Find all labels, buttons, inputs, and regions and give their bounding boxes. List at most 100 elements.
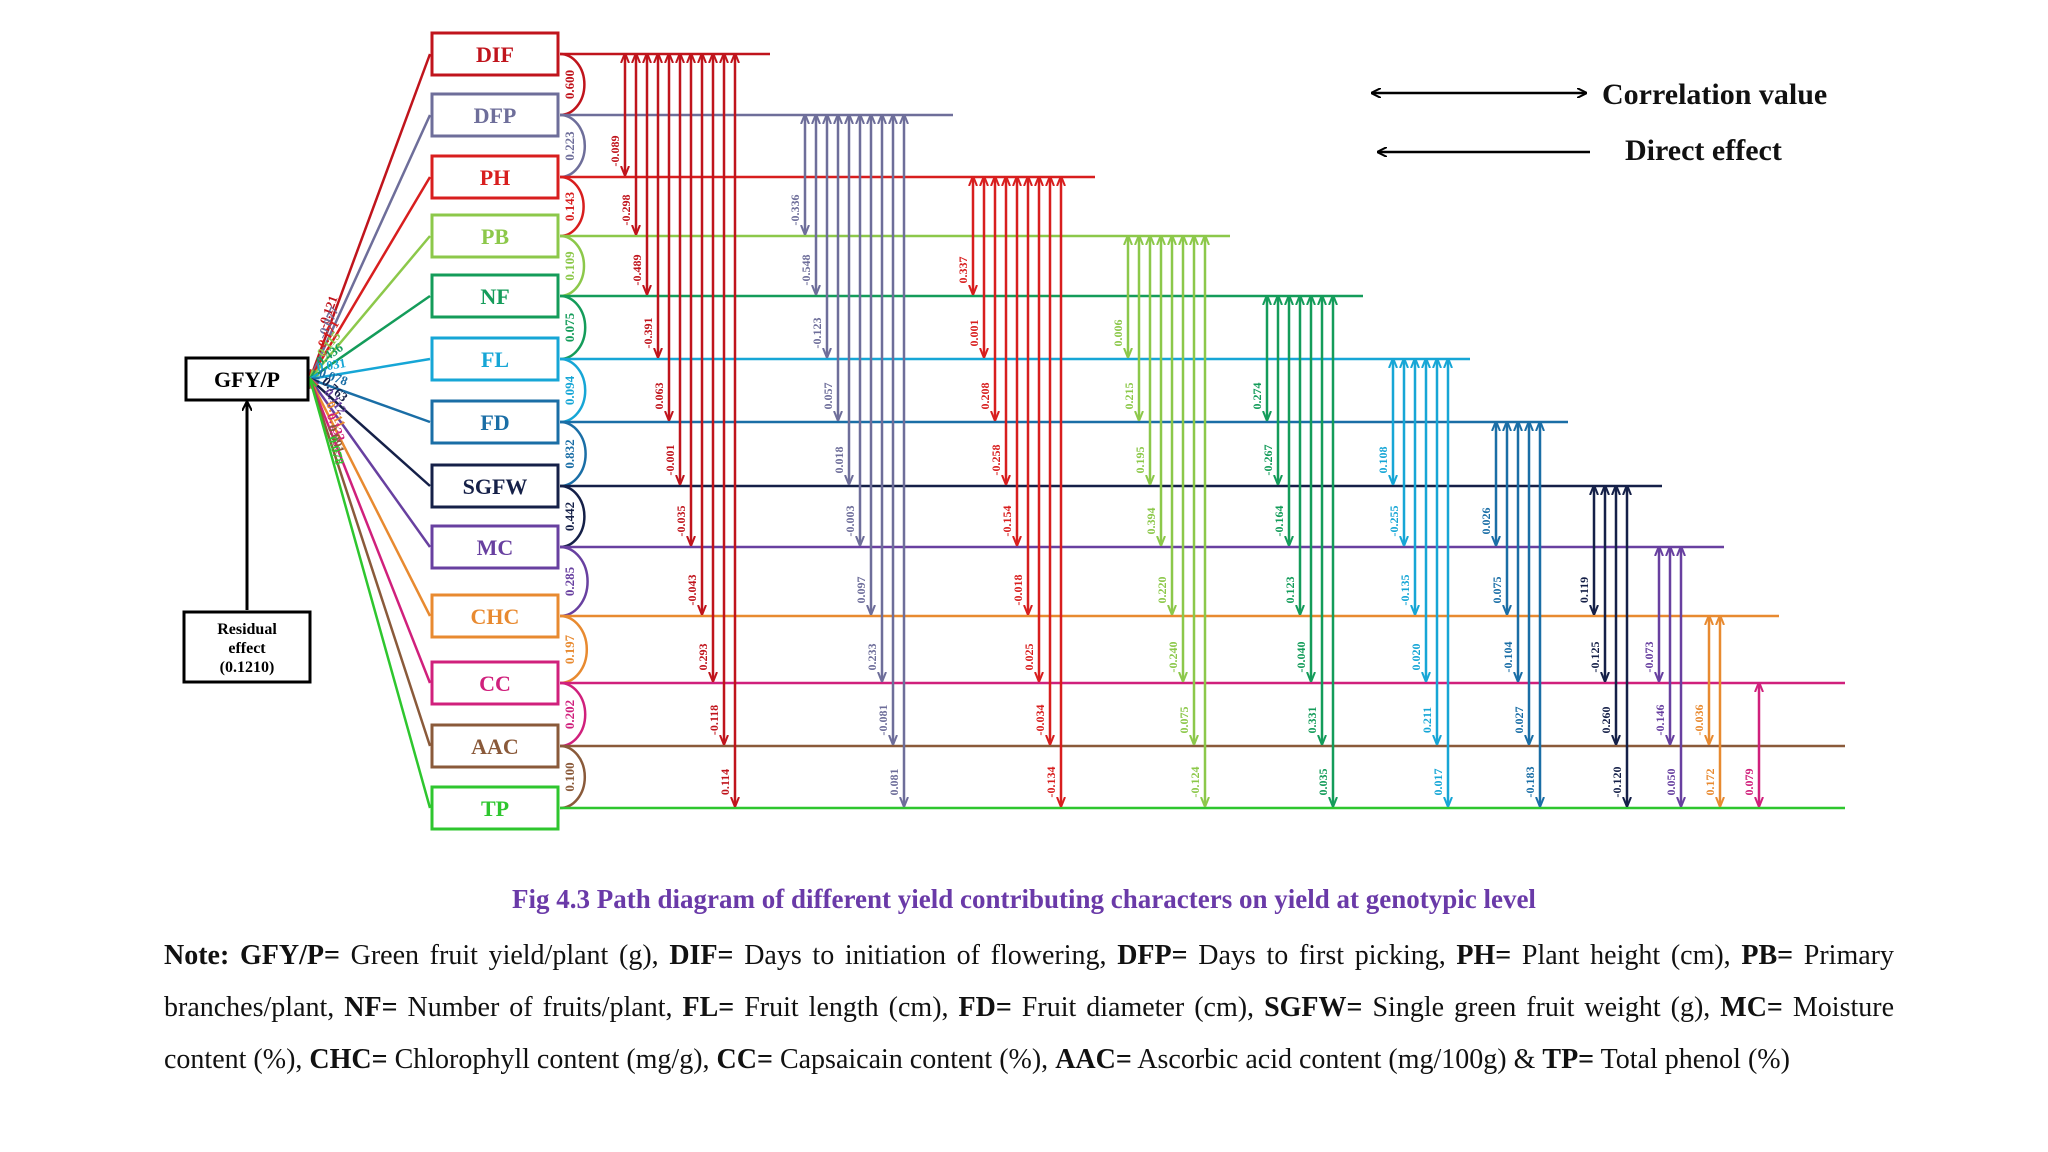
legend-correlation-label: Correlation value bbox=[1602, 78, 1827, 111]
correlation-value: 0.027 bbox=[1512, 707, 1526, 734]
direct-effect-line-nf bbox=[310, 294, 431, 379]
correlation-value: -0.298 bbox=[619, 195, 633, 226]
correlation-value: 0.260 bbox=[1599, 707, 1613, 734]
correlation-value: 0.081 bbox=[887, 769, 901, 796]
correlation-value: 0.119 bbox=[1577, 577, 1591, 603]
adjacent-correlation-value: 0.442 bbox=[562, 502, 577, 531]
direct-effect-line-aac bbox=[310, 379, 432, 747]
correlation-value: 0.220 bbox=[1155, 577, 1169, 604]
correlation-value: -0.267 bbox=[1261, 445, 1275, 476]
correlation-value: 0.020 bbox=[1409, 644, 1423, 671]
adjacent-correlation-value: 0.202 bbox=[562, 700, 577, 729]
direct-effect-line-chc bbox=[310, 379, 432, 617]
residual-line2: effect bbox=[228, 640, 266, 657]
correlation-value: -0.548 bbox=[799, 255, 813, 286]
node-label-chc: CHC bbox=[471, 604, 520, 629]
correlation-value: -0.035 bbox=[674, 506, 688, 537]
note-term: DFP= bbox=[1117, 940, 1188, 971]
correlation-value: 0.075 bbox=[1490, 577, 1504, 604]
note-term: SGFW= bbox=[1264, 992, 1363, 1023]
node-label-dif: DIF bbox=[476, 42, 514, 67]
note-definition: Green fruit yield/plant (g), bbox=[339, 940, 670, 971]
adjacent-correlation-loop bbox=[559, 484, 586, 549]
correlation-value: -0.164 bbox=[1272, 506, 1286, 537]
correlation-value: -0.001 bbox=[663, 445, 677, 476]
correlation-value: 0.293 bbox=[696, 644, 710, 671]
adjacent-correlation-loop bbox=[559, 52, 586, 117]
note-definition: Days to initiation of flowering, bbox=[733, 940, 1118, 971]
node-box-fl bbox=[430, 336, 560, 382]
node-box-ph bbox=[430, 154, 560, 200]
node-box-tp bbox=[430, 785, 560, 831]
node-label-mc: MC bbox=[477, 535, 514, 560]
correlation-value: 0.050 bbox=[1664, 769, 1678, 796]
adjacent-correlation-loop bbox=[559, 744, 586, 810]
note-definition: Ascorbic acid content (mg/100g) & bbox=[1131, 1044, 1543, 1075]
correlation-value: 0.274 bbox=[1250, 383, 1264, 410]
node-label-fd: FD bbox=[480, 410, 509, 435]
correlation-value: -0.089 bbox=[608, 136, 622, 167]
correlation-value: 0.233 bbox=[865, 644, 879, 671]
node-label-pb: PB bbox=[481, 224, 509, 249]
correlation-value: -0.135 bbox=[1398, 575, 1412, 606]
note-definition: Single green fruit weight (g), bbox=[1362, 992, 1721, 1023]
correlation-value: -0.336 bbox=[788, 195, 802, 226]
note-definition: Number of fruits/plant, bbox=[397, 992, 683, 1023]
note-definition: Fruit diameter (cm), bbox=[1011, 992, 1265, 1023]
adjacent-correlation-value: 0.600 bbox=[562, 70, 577, 99]
adjacent-correlation-value: 0.100 bbox=[562, 762, 577, 791]
node-label-tp: TP bbox=[481, 796, 509, 821]
adjacent-correlation-value: 0.109 bbox=[562, 251, 577, 281]
direct-effect-line-tp bbox=[310, 379, 432, 809]
node-label-fl: FL bbox=[481, 347, 509, 372]
node-box-sgfw bbox=[430, 463, 560, 509]
note-term: FD= bbox=[958, 992, 1012, 1023]
correlation-value: -0.391 bbox=[641, 318, 655, 349]
correlation-value: -0.034 bbox=[1033, 705, 1047, 736]
node-box-pb bbox=[430, 213, 560, 259]
direct-effect-line-mc bbox=[310, 379, 432, 548]
adjacent-correlation-loop bbox=[559, 294, 587, 361]
correlation-value: -0.154 bbox=[1000, 506, 1014, 537]
correlation-value: 0.017 bbox=[1431, 769, 1445, 796]
direct-effect-line-dfp bbox=[310, 114, 432, 379]
note-term: Note: GFY/P= bbox=[164, 940, 340, 971]
correlation-value: -0.018 bbox=[1011, 575, 1025, 606]
correlation-value: -0.134 bbox=[1044, 767, 1058, 798]
note-term: PH= bbox=[1456, 940, 1512, 971]
direct-effect-line-dif bbox=[310, 53, 432, 379]
adjacent-correlation-value: 0.197 bbox=[562, 634, 577, 664]
note-term: CC= bbox=[716, 1044, 773, 1075]
correlation-value: -0.073 bbox=[1642, 642, 1656, 673]
correlation-value: -0.489 bbox=[630, 255, 644, 286]
correlation-value: -0.125 bbox=[1588, 642, 1602, 673]
note-term: DIF= bbox=[669, 940, 734, 971]
correlation-value: 0.208 bbox=[978, 383, 992, 410]
node-box-cc bbox=[430, 660, 560, 706]
correlation-value: -0.258 bbox=[989, 445, 1003, 476]
correlation-value: 0.114 bbox=[718, 769, 732, 795]
legend-direct-label: Direct effect bbox=[1625, 134, 1782, 167]
correlation-value: 0.211 bbox=[1420, 707, 1434, 733]
correlation-value: -0.255 bbox=[1387, 506, 1401, 537]
adjacent-correlation-loop bbox=[559, 234, 586, 298]
correlation-value: -0.118 bbox=[707, 705, 721, 735]
note-term: PB= bbox=[1741, 940, 1794, 971]
note-definition: Days to first picking, bbox=[1187, 940, 1457, 971]
correlation-value: -0.081 bbox=[876, 705, 890, 736]
node-label-aac: AAC bbox=[471, 734, 519, 759]
direct-effect-line-ph bbox=[310, 176, 432, 379]
direct-effect-line-fl bbox=[310, 357, 431, 379]
correlation-value: 0.057 bbox=[821, 383, 835, 410]
correlation-value: 0.063 bbox=[652, 383, 666, 410]
note-term: NF= bbox=[344, 992, 398, 1023]
correlation-value: -0.036 bbox=[1692, 705, 1706, 736]
adjacent-correlation-loop bbox=[559, 175, 585, 238]
correlation-value: 0.215 bbox=[1122, 383, 1136, 410]
correlation-value: 0.018 bbox=[832, 447, 846, 474]
node-label-dfp: DFP bbox=[474, 103, 517, 128]
note-definition: Fruit length (cm), bbox=[734, 992, 959, 1023]
correlation-value: 0.108 bbox=[1376, 447, 1390, 474]
note-definition: Primary branches/plant, bbox=[164, 940, 1894, 1023]
